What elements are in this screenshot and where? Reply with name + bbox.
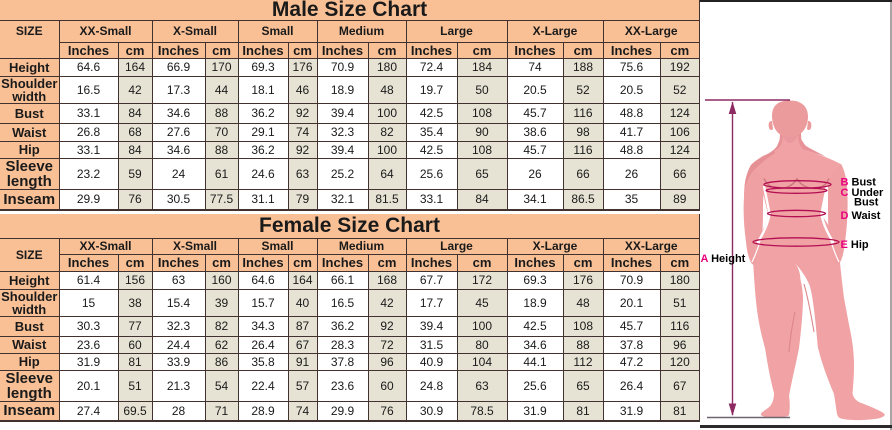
svg-text:A Height: A Height (701, 253, 746, 265)
svg-text:C Under: C Under (841, 187, 885, 199)
svg-text:B Bust: B Bust (841, 177, 877, 189)
svg-text:Bust: Bust (854, 197, 879, 209)
svg-text:D Waist: D Waist (841, 210, 881, 222)
svg-text:E Hip: E Hip (841, 239, 869, 251)
